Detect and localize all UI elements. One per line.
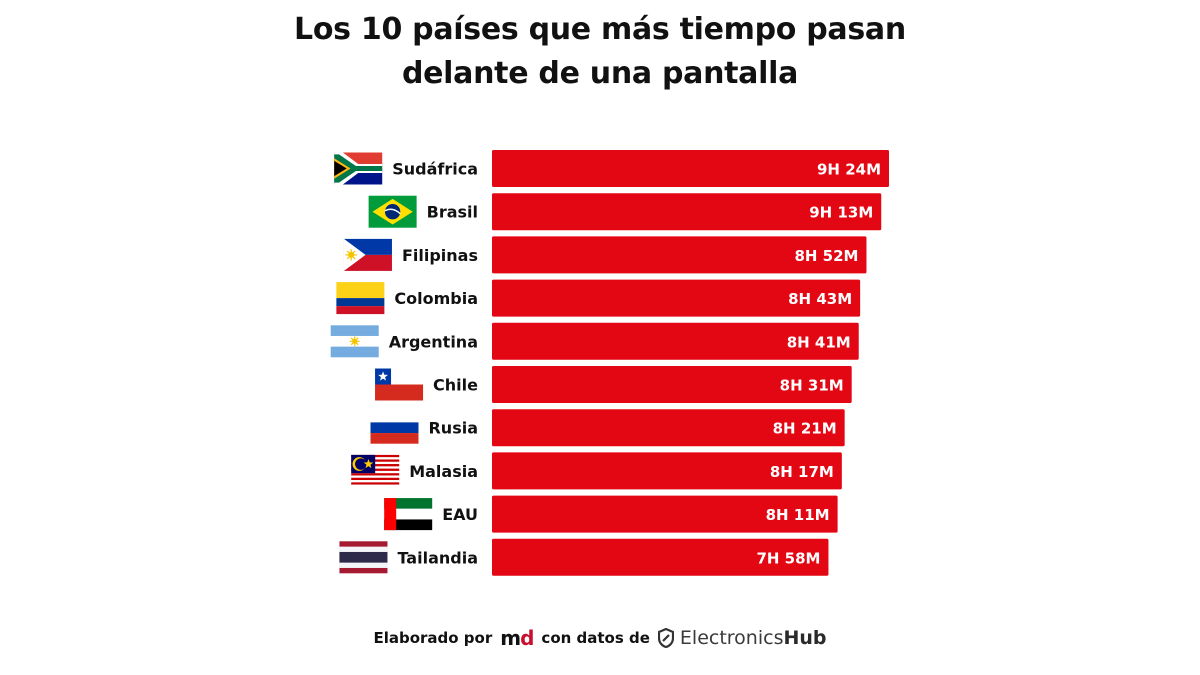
colombia-flag [336,282,385,315]
electronicshub-logo: ElectronicsHub [657,627,827,649]
md-logo-d: d [520,626,534,650]
bar [492,322,859,360]
bar [492,495,838,533]
footer-middle: con datos de [541,629,650,647]
brazil-flag [368,195,417,228]
bar-value-label: 8H 52M [794,247,858,265]
bar-value-label: 8H 17M [770,463,834,481]
bar-value-label: 8H 31M [780,377,844,395]
bar [492,150,889,187]
footer-prefix: Elaborado por [373,629,493,647]
bar-value-label: 8H 21M [773,420,837,438]
chart-title: Los 10 países que más tiempo pasan delan… [0,8,1200,96]
bar-value-label: 8H 43M [788,290,852,308]
uae-flag [384,498,433,531]
south-africa-flag [334,152,383,185]
chart-title-line-1: Los 10 países que más tiempo pasan [294,12,906,47]
bar [492,193,882,231]
shield-icon [657,628,674,648]
bar [492,279,861,317]
category-label: Argentina [389,332,478,351]
source-logo-part1: Electronics [679,627,784,649]
md-logo-m: m [500,626,521,650]
chart-title-line-2: delante de una pantalla [401,56,799,91]
thailand-flag [339,541,388,574]
category-label: Filipinas [402,246,478,265]
category-label: Colombia [394,289,478,308]
bar-value-label: 8H 41M [787,333,851,351]
bar [492,452,842,490]
category-label: Malasia [409,462,478,481]
chile-flag [375,368,424,401]
category-label: Rusia [428,419,478,438]
bar-value-label: 9H 13M [809,204,873,222]
bar [492,409,845,447]
category-label: Brasil [427,203,478,222]
category-label: EAU [442,505,478,524]
russia-flag [370,411,419,444]
category-label: Tailandia [397,548,478,567]
argentina-flag [330,325,379,358]
source-logo-part2: Hub [783,627,827,649]
category-label: Sudáfrica [392,160,478,179]
bar-value-label: 8H 11M [766,506,830,524]
philippines-flag [343,238,392,271]
category-label: Chile [433,376,478,395]
bar [492,538,829,576]
bar [492,366,852,403]
bar-value-label: 7H 58M [756,549,820,567]
bar-value-label: 9H 24M [817,161,881,179]
bar [492,236,867,274]
malaysia-flag [351,454,400,488]
